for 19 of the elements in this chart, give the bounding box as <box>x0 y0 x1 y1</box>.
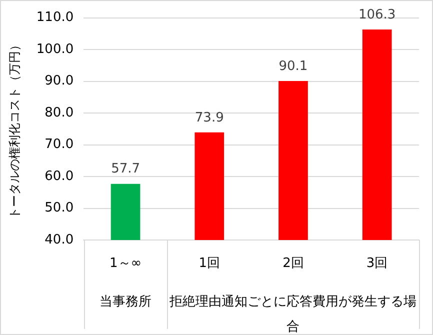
y-tick-label: 60.0 <box>44 168 74 184</box>
x-tick-label: 3回 <box>366 256 388 272</box>
y-tick-label: 80.0 <box>44 105 74 120</box>
text: 当事務所 <box>100 294 152 310</box>
y-tick-label: 90.0 <box>44 74 74 89</box>
data-label: 73.9 <box>194 110 224 126</box>
text: 拒絶理由通知ごとに応答費用が発生する場合 <box>168 293 417 334</box>
y-axis-title: トータルの権利化コスト（万円） <box>7 38 22 219</box>
x-tick-label: 1～∞ <box>109 256 142 272</box>
data-label: 106.3 <box>358 7 396 22</box>
y-tick-label: 50.0 <box>44 200 74 216</box>
y-tick-label: 40.0 <box>44 232 74 248</box>
x-tick-label: 1回 <box>198 256 220 272</box>
data-label: 90.1 <box>278 58 308 74</box>
y-tick-label: 70.0 <box>44 137 74 152</box>
y-tick-label: 100.0 <box>36 42 74 57</box>
data-label: 57.7 <box>111 162 140 177</box>
x-tick-label: 2回 <box>282 256 304 272</box>
y-tick-label: 110.0 <box>36 10 74 26</box>
